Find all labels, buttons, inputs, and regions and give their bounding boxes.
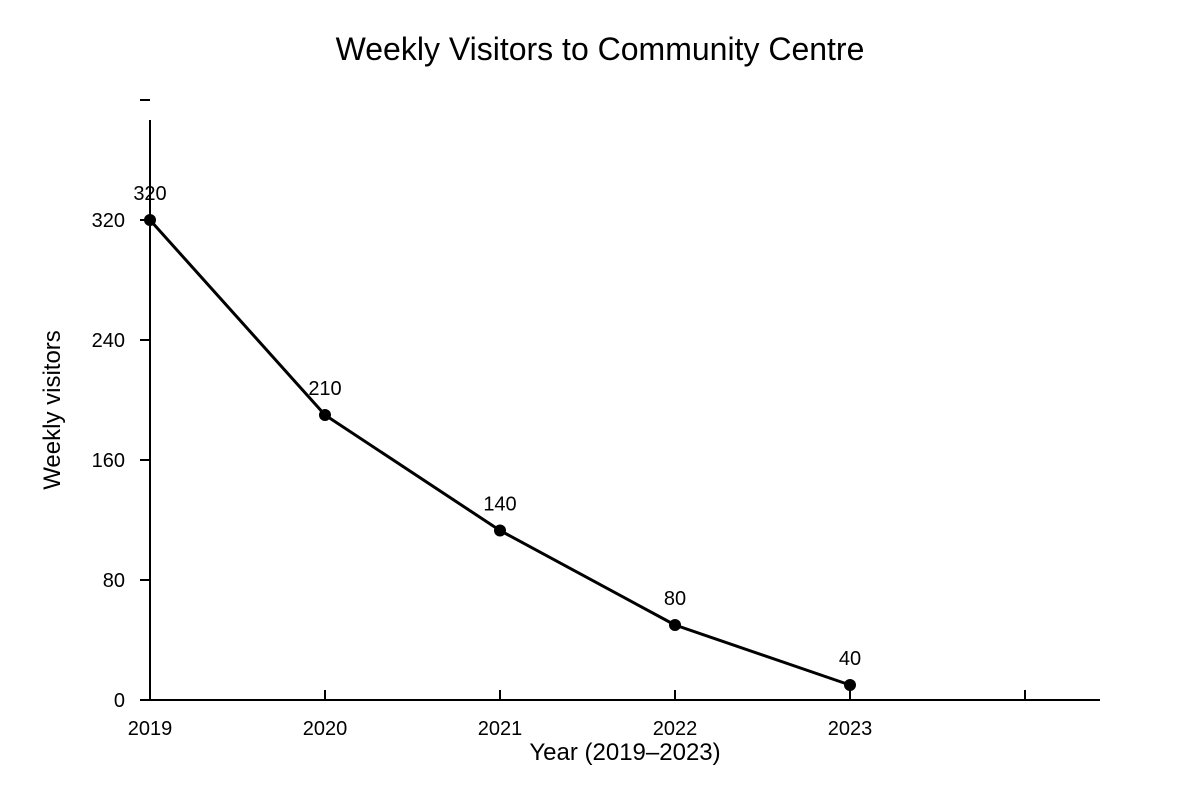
x-tick-label: 2021 [478,718,523,740]
y-tick-label: 80 [103,570,125,592]
axes [140,99,1100,701]
x-tick-label: 2019 [128,718,173,740]
y-tick-label: 0 [114,690,125,712]
x-tick-label: 2020 [303,718,348,740]
data-point [319,409,331,421]
data-point [669,619,681,631]
data-label: 40 [839,648,861,670]
x-axis-label: Year (2019–2023) [529,739,720,766]
data-label: 80 [664,588,686,610]
data-point [494,524,506,537]
data-point [844,679,856,691]
y-tick-label: 240 [92,330,125,352]
data-label: 320 [133,183,166,205]
y-tick-label: 320 [92,210,125,232]
y-tick-label: 160 [92,450,125,472]
y-axis-label: Weekly visitors [39,330,66,490]
x-tick-label: 2023 [828,718,873,740]
x-ticks: 2019 2020 2021 2022 2023 [128,690,1026,740]
data-label: 210 [308,378,341,400]
y-ticks: 0 80 160 240 320 [92,210,150,712]
chart-title: Weekly Visitors to Community Centre [336,31,865,67]
x-tick-label: 2022 [653,718,698,740]
data-point [144,214,156,226]
data-label: 140 [483,494,516,516]
series [144,214,856,691]
series-line [148,218,851,687]
data-labels: 320 210 140 80 40 [133,183,861,670]
